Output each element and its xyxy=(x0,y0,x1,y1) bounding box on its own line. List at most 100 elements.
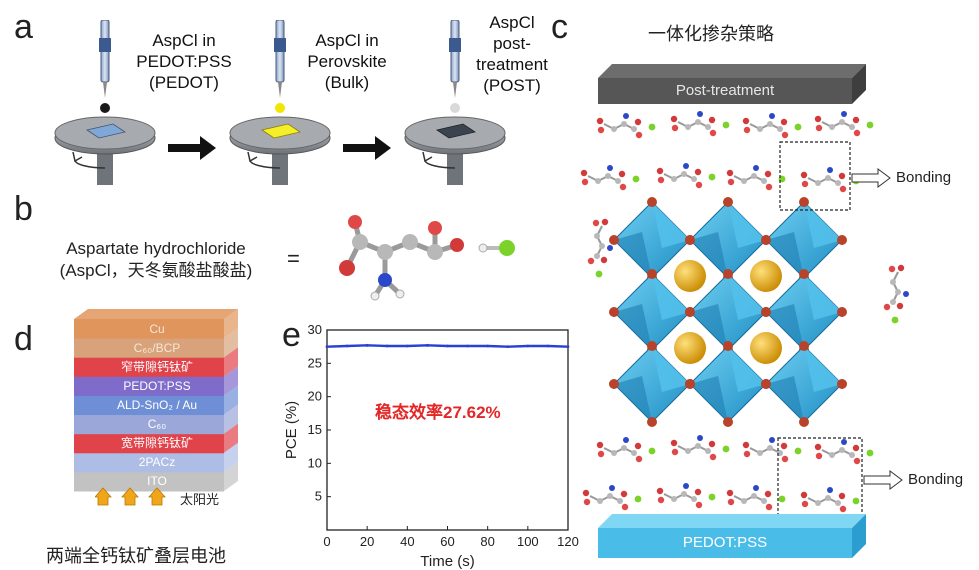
stack-layer-4 xyxy=(74,395,224,416)
data-point-2 xyxy=(365,343,369,347)
stack-layer-label-1: C₆₀/BCP xyxy=(133,340,181,355)
stack-layer-label-8: ITO xyxy=(147,474,167,489)
x-axis-label: Time (s) xyxy=(420,553,474,570)
film-2 xyxy=(261,123,301,139)
x-tick-label-2: 40 xyxy=(400,534,414,549)
spin-coating-schematic xyxy=(54,20,506,185)
data-point-11 xyxy=(546,344,550,348)
step-3-line-4: (POST) xyxy=(483,76,541,95)
stack-layer-label-4: ALD-SnO₂ / Au xyxy=(116,398,198,412)
x-tick-label-0: 0 xyxy=(323,534,330,549)
panel-c-title: 一体化掺杂策略 xyxy=(648,24,774,44)
data-point-5 xyxy=(426,343,429,347)
stack-layer-label-5: C₆₀ xyxy=(147,417,167,432)
process-arrow-1 xyxy=(168,136,216,160)
bonding-box-bottom xyxy=(777,437,863,519)
post-treatment-slab xyxy=(598,64,866,104)
x-tick-label-4: 80 xyxy=(480,534,494,549)
stack-layer-3 xyxy=(74,376,224,396)
stack-layer-label-2: 窄带隙钙钛矿 xyxy=(120,359,193,374)
step-2-label: AspCl in Perovskite (Bulk) xyxy=(297,30,397,93)
panel-label-b: b xyxy=(14,190,33,228)
perovskite-doping-diagram xyxy=(579,64,910,558)
bottom-molecule-layer xyxy=(581,434,875,514)
stack-layer-6 xyxy=(74,433,224,454)
stack-layer-label-0: Cu xyxy=(149,321,165,336)
stack-layer-label-6: 宽带隙钙钛矿 xyxy=(120,436,193,451)
plot-frame xyxy=(326,329,569,531)
data-point-6 xyxy=(446,344,449,348)
bonding-label-top: Bonding xyxy=(896,169,952,186)
data-point-8 xyxy=(486,344,490,348)
y-tick-label-4: 25 xyxy=(308,355,322,370)
x-tick-label-3: 60 xyxy=(440,534,454,549)
step-3-line-2: post- xyxy=(493,34,531,53)
bonding-label-bottom: Bonding xyxy=(908,471,964,488)
panel-label-c: c xyxy=(551,8,568,46)
x-tick-label-5: 100 xyxy=(517,534,539,549)
droplet-2 xyxy=(275,103,285,113)
panel-label-e: e xyxy=(282,316,301,354)
spin-coater-3 xyxy=(404,20,506,185)
step-2-line-2: Perovskite xyxy=(307,52,387,71)
stack-layer-0 xyxy=(74,319,224,339)
y-axis-label: PCE (%) xyxy=(283,401,300,459)
droplet-1 xyxy=(100,103,110,113)
perovskite-lattice xyxy=(608,196,848,428)
top-molecule-layer xyxy=(579,110,875,194)
stack-layer-2 xyxy=(74,357,224,377)
step-1-label: AspCl in PEDOT:PSS (PEDOT) xyxy=(134,30,234,93)
y-tick-label-0: 5 xyxy=(315,489,322,504)
molecule-name-line-2: (AspCl，天冬氨酸盐酸盐) xyxy=(59,261,253,280)
stack-layer-1 xyxy=(74,338,224,358)
molecule-name-line-1: Aspartate hydrochloride xyxy=(66,239,246,258)
data-point-12 xyxy=(566,345,570,349)
stack-layer-label-3: PEDOT:PSS xyxy=(123,378,191,393)
molecule-name: Aspartate hydrochloride (AspCl，天冬氨酸盐酸盐) xyxy=(38,238,274,282)
step-1-line-3: (PEDOT) xyxy=(149,73,219,92)
data-point-0 xyxy=(325,345,329,349)
data-point-10 xyxy=(526,344,530,348)
data-point-1 xyxy=(345,344,349,348)
step-2-line-3: (Bulk) xyxy=(324,73,370,92)
droplet-3 xyxy=(450,103,460,113)
data-point-4 xyxy=(405,344,409,348)
bonding-arrow-bottom xyxy=(863,470,903,490)
step-1-line-2: PEDOT:PSS xyxy=(136,52,232,71)
film-1 xyxy=(86,123,126,139)
step-3-line-3: treatment xyxy=(476,55,548,74)
stack-layer-8 xyxy=(74,471,224,492)
stack-top-face xyxy=(74,309,238,319)
x-tick-label-6: 120 xyxy=(557,534,579,549)
stack-caption: 两端全钙钛矿叠层电池 xyxy=(46,546,226,566)
bonding-box-top xyxy=(779,141,851,211)
tandem-stack xyxy=(74,309,238,492)
step-2-line-1: AspCl in xyxy=(315,31,379,50)
y-tick-label-5: 30 xyxy=(308,322,322,337)
steady-state-annotation: 稳态效率27.62% xyxy=(375,403,501,422)
bonding-arrow-top xyxy=(851,168,891,188)
step-3-label: AspCl post- treatment (POST) xyxy=(466,12,558,96)
sunlight-label: 太阳光 xyxy=(180,492,220,507)
spin-coater-1 xyxy=(54,20,156,185)
stack-layer-5 xyxy=(74,414,224,435)
stack-labels: Cu C₆₀/BCP 窄带隙钙钛矿 PEDOT:PSS ALD-SnO₂ / Au C₆₀… xyxy=(82,305,232,515)
y-tick-label-2: 15 xyxy=(308,422,322,437)
pedot-pss-label: PEDOT:PSS xyxy=(682,534,768,551)
panel-label-a: a xyxy=(14,8,33,46)
spin-coater-2 xyxy=(229,20,331,185)
pedot-pss-slab xyxy=(598,514,866,558)
step-3-line-1: AspCl xyxy=(489,13,535,32)
data-point-3 xyxy=(385,344,389,348)
data-point-7 xyxy=(466,344,469,348)
sunlight-arrows xyxy=(95,487,166,506)
process-arrow-2 xyxy=(343,136,391,160)
equals-sign: = xyxy=(287,246,300,271)
x-tick-label-1: 20 xyxy=(360,534,374,549)
data-point-9 xyxy=(506,345,510,349)
step-1-line-1: AspCl in xyxy=(152,31,216,50)
y-tick-label-1: 10 xyxy=(308,455,322,470)
post-treatment-label: Post-treatment xyxy=(675,82,775,99)
panel-label-d: d xyxy=(14,320,33,358)
stack-layer-7 xyxy=(74,452,224,473)
